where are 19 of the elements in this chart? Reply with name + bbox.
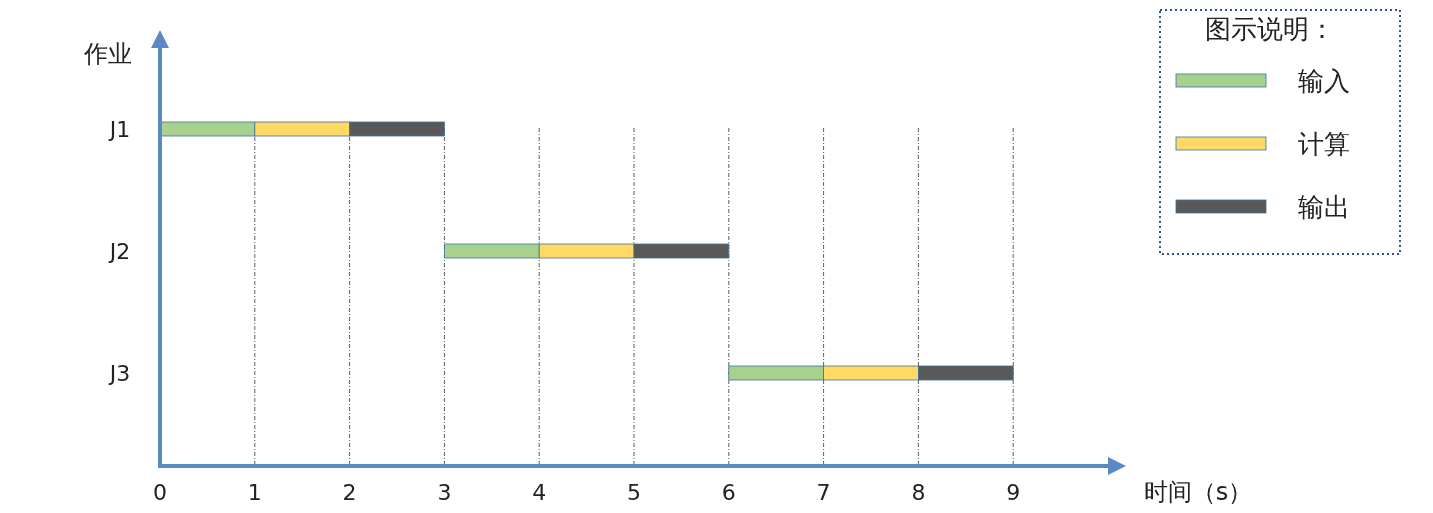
legend-title: 图示说明： xyxy=(1205,14,1335,44)
y-tick-label: J3 xyxy=(107,361,131,386)
x-tick-label: 5 xyxy=(627,480,641,505)
x-axis-title: 时间（s） xyxy=(1143,478,1253,506)
x-tick-label: 4 xyxy=(532,480,547,505)
x-tick-label: 3 xyxy=(437,480,452,505)
y-tick-label: J1 xyxy=(107,117,131,142)
x-tick-label: 2 xyxy=(342,480,357,505)
x-tick-label: 1 xyxy=(247,480,262,505)
legend-label: 输出 xyxy=(1298,192,1350,222)
y-axis-title: 作业 xyxy=(83,40,132,68)
x-tick-label: 9 xyxy=(1006,480,1021,505)
y-tick-label: J2 xyxy=(107,239,131,264)
x-tick-label: 6 xyxy=(721,480,736,505)
x-tick-label: 7 xyxy=(816,480,831,505)
legend-label: 计算 xyxy=(1298,129,1350,159)
legend-label: 输入 xyxy=(1298,66,1350,96)
x-tick-label: 0 xyxy=(153,480,167,505)
x-tick-label: 8 xyxy=(911,480,926,505)
